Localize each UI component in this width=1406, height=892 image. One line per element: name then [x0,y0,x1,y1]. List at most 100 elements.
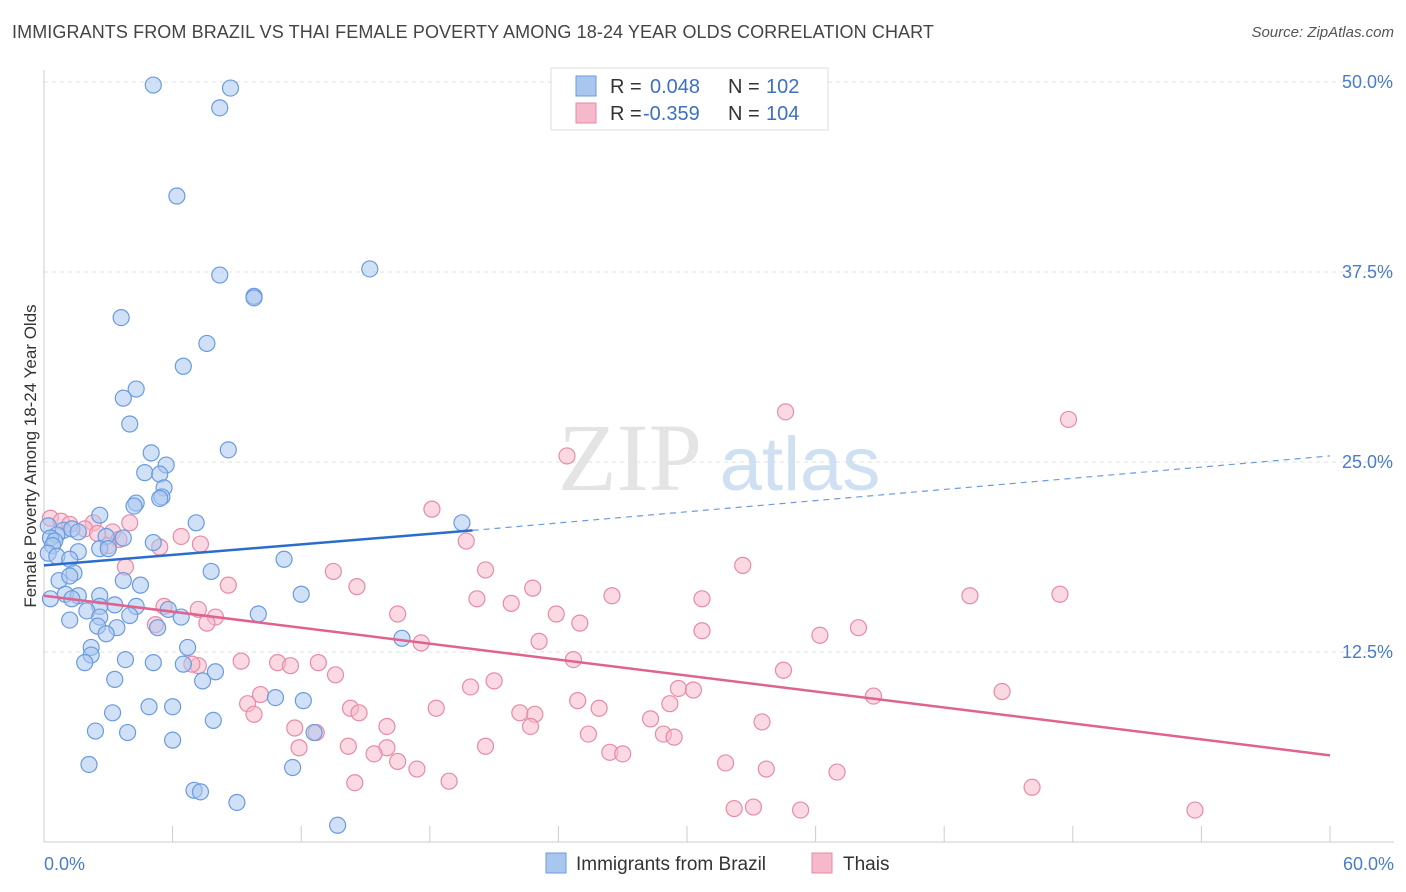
brazil-point [211,266,229,284]
thais-point [693,622,711,640]
legend-swatch-pink [575,102,597,124]
x-tick-label-min: 0.0% [44,854,85,874]
thais-point [524,579,542,597]
thais-point [693,590,711,608]
thais-points [41,403,1204,819]
thais-point [753,713,771,731]
brazil-point [127,380,145,398]
brazil-point [114,571,132,590]
thais-point [521,717,540,736]
thais-point [121,514,139,532]
thais-point [603,587,621,605]
thais-point [774,661,793,679]
thais-point [590,699,608,717]
thais-point [744,798,763,816]
brazil-point [292,585,310,603]
thais-point [326,666,345,684]
y-tick-label: 50.0% [1342,72,1393,92]
legend-swatch-blue [575,75,597,97]
thais-point [172,527,190,546]
thais-point [725,799,743,818]
brazil-point [221,79,240,97]
thais-point [864,687,883,705]
brazil-point [204,711,222,730]
brazil-point [151,489,169,508]
brazil-point [211,99,229,117]
brazil-point [99,540,117,558]
bottom-legend-label-brazil: Immigrants from Brazil [576,854,766,875]
thais-point [476,737,495,755]
x-tick-label-max: 60.0% [1343,854,1394,874]
thais-point [547,605,565,623]
thais-point [776,403,795,421]
brazil-point [69,523,87,541]
thais-point [191,535,210,553]
brazil-point [142,444,160,462]
thais-point [339,737,357,755]
x-axis-ticks [43,826,1331,842]
thais-point [579,725,598,743]
thais-point [511,704,529,722]
thais-point [423,500,441,518]
brazil-point [179,638,197,657]
brazil-point [131,576,150,594]
thais-point [614,745,632,763]
y-tick-label: 12.5% [1342,642,1393,662]
thais-point [849,619,868,637]
brazil-point [41,590,60,608]
brazil-point [118,723,137,742]
brazil-point [198,334,216,353]
thais-point [716,754,735,772]
watermark: ZIP atlas [558,404,880,511]
brazil-point [136,464,154,482]
brazil-point [249,605,267,623]
legend-box [550,67,829,131]
thais-point [734,556,752,574]
y-tick-labels: 12.5% 25.0% 37.5% 50.0% [1342,72,1393,662]
thais-point [219,576,237,594]
y-tick-label: 25.0% [1342,452,1393,472]
thais-point [427,699,445,717]
thais-point [468,590,486,608]
thais-point [1023,778,1041,796]
brazil-points [39,76,471,834]
bottom-legend-label-thais: Thais [843,854,889,875]
thais-point [378,717,396,736]
thais-point [684,681,703,699]
thais-point [828,763,846,781]
thais-point [309,654,327,672]
brazil-point [140,698,158,716]
thais-point [245,705,263,723]
source-label: Source: ZipAtlas.com [1251,24,1394,41]
brazil-point [76,654,94,672]
chart-title: IMMIGRANTS FROM BRAZIL VS THAI FEMALE PO… [12,22,935,42]
thais-point [365,745,383,763]
thais-point [1059,410,1078,429]
brazil-point [174,357,192,375]
brazil-point [329,816,347,834]
thais-point [457,532,475,550]
brazil-point [219,441,237,459]
brazil-point [106,670,124,688]
brazil-point [61,567,79,585]
legend-n-label-blue: N = [728,76,760,98]
thais-point [286,719,304,737]
bottom-legend-swatch-brazil [545,852,567,874]
brazil-point [164,698,182,716]
legend-n-label-pink: N = [728,103,760,125]
thais-point [476,561,495,579]
watermark-zip: ZIP [558,404,702,511]
brazil-point [112,309,130,327]
brazil-point [245,289,263,307]
legend-r-label-blue: R = [610,76,642,98]
brazil-point [114,529,132,547]
thais-point [281,657,300,675]
brazil-point [275,550,293,568]
thais-point [502,594,520,612]
brazil-point [294,692,312,710]
thais-point [389,752,407,771]
brazil-point [361,260,379,278]
thais-point [350,704,368,722]
thais-point [641,710,660,728]
